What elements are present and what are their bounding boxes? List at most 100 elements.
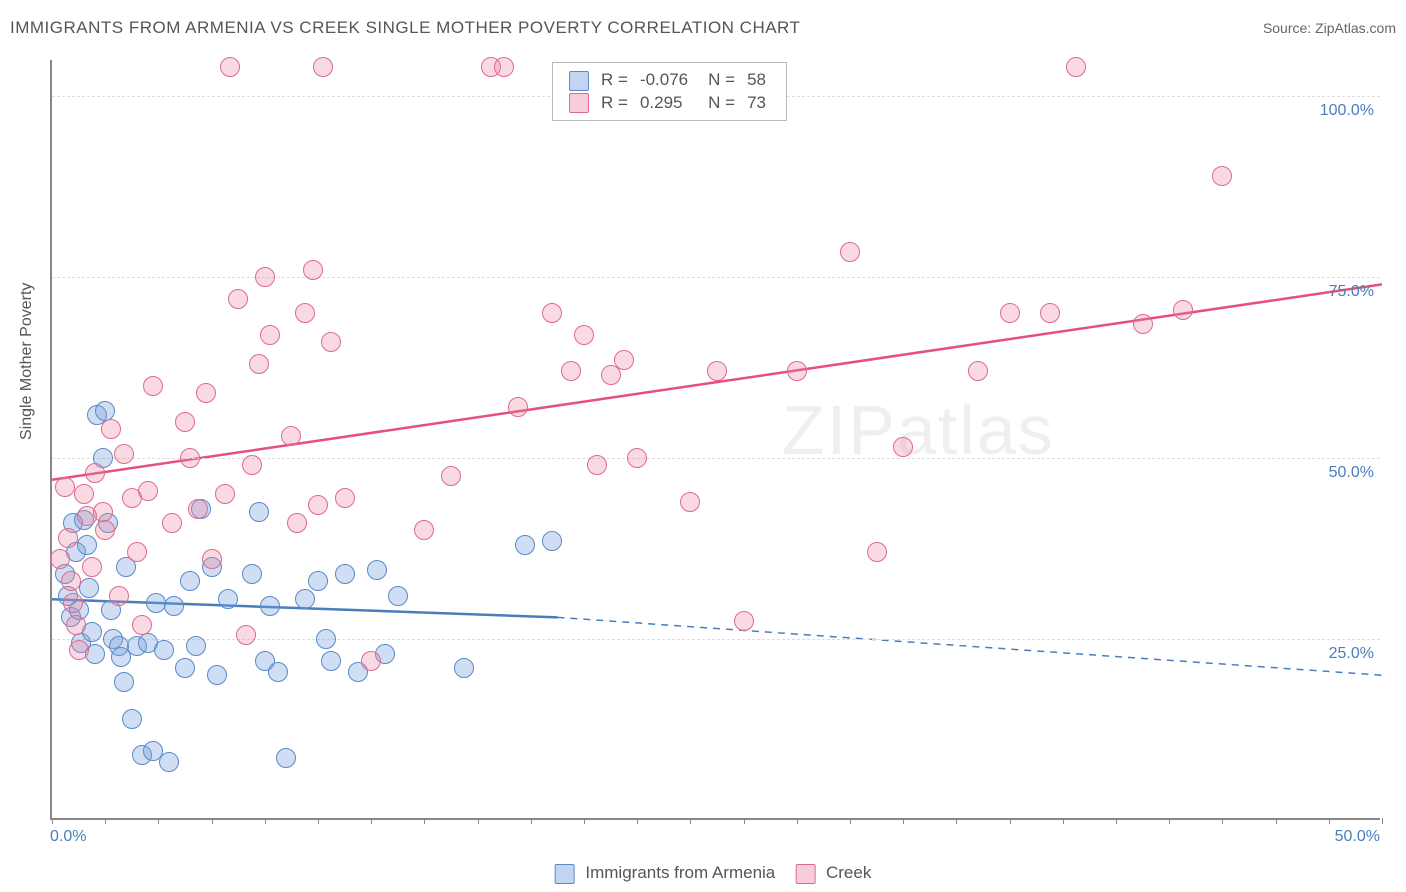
scatter-point [454,658,474,678]
series-legend: Immigrants from Armenia Creek [535,863,872,884]
x-tick [265,818,266,824]
scatter-point [132,615,152,635]
scatter-point [508,397,528,417]
x-tick [318,818,319,824]
x-axis-label-right: 50.0% [1335,828,1380,846]
scatter-point [1173,300,1193,320]
x-tick [1276,818,1277,824]
scatter-point [335,564,355,584]
scatter-point [162,513,182,533]
scatter-point [143,376,163,396]
y-tick-label: 75.0% [1329,283,1374,301]
scatter-point [95,520,115,540]
scatter-point [196,383,216,403]
scatter-point [313,57,333,77]
scatter-point [494,57,514,77]
scatter-point [321,651,341,671]
x-tick [478,818,479,824]
trend-lines-layer [52,60,1382,820]
scatter-point [186,636,206,656]
scatter-point [82,557,102,577]
scatter-point [1212,166,1232,186]
scatter-point [321,332,341,352]
scatter-point [74,484,94,504]
scatter-point [367,560,387,580]
scatter-point [260,596,280,616]
scatter-point [63,593,83,613]
scatter-point [215,484,235,504]
scatter-point [281,426,301,446]
scatter-point [561,361,581,381]
x-tick [424,818,425,824]
scatter-point [93,502,113,522]
scatter-point [587,455,607,475]
scatter-point [1040,303,1060,323]
scatter-point [308,571,328,591]
scatter-point [968,361,988,381]
scatter-point [574,325,594,345]
scatter-point [154,640,174,660]
scatter-point [66,615,86,635]
scatter-point [893,437,913,457]
scatter-point [242,455,262,475]
x-tick [371,818,372,824]
scatter-point [202,549,222,569]
scatter-point [614,350,634,370]
y-tick-label: 50.0% [1329,464,1374,482]
scatter-point [441,466,461,486]
scatter-point [95,401,115,421]
x-tick [1010,818,1011,824]
x-tick [1063,818,1064,824]
scatter-point [79,578,99,598]
scatter-point [77,535,97,555]
x-tick [212,818,213,824]
x-tick [1329,818,1330,824]
scatter-point [159,752,179,772]
x-tick [1116,818,1117,824]
scatter-point [146,593,166,613]
scatter-point [840,242,860,262]
x-axis-label-left: 0.0% [50,828,86,846]
scatter-point [268,662,288,682]
scatter-point [260,325,280,345]
scatter-point [1066,57,1086,77]
scatter-point [236,625,256,645]
x-tick [956,818,957,824]
scatter-point [308,495,328,515]
scatter-point [255,267,275,287]
scatter-point [58,528,78,548]
scatter-point [680,492,700,512]
scatter-point [734,611,754,631]
scatter-point [295,303,315,323]
scatter-point [787,361,807,381]
scatter-point [218,589,238,609]
scatter-point [85,463,105,483]
scatter-point [303,260,323,280]
chart-title: IMMIGRANTS FROM ARMENIA VS CREEK SINGLE … [10,18,800,38]
scatter-point [295,589,315,609]
scatter-point [61,571,81,591]
x-tick [797,818,798,824]
scatter-point [164,596,184,616]
scatter-point [707,361,727,381]
legend-swatch [795,864,815,884]
x-tick [744,818,745,824]
scatter-point [249,354,269,374]
scatter-point [867,542,887,562]
x-tick [637,818,638,824]
scatter-point [127,542,147,562]
scatter-point [220,57,240,77]
legend-label: Creek [821,863,871,882]
scatter-point [138,481,158,501]
y-tick-label: 25.0% [1329,645,1374,663]
scatter-point [50,549,70,569]
x-tick [531,818,532,824]
scatter-point [242,564,262,584]
scatter-point [515,535,535,555]
x-tick [850,818,851,824]
scatter-point [175,412,195,432]
scatter-point [207,665,227,685]
gridline [52,277,1380,278]
scatter-point [627,448,647,468]
source-label: Source: ZipAtlas.com [1263,20,1396,36]
